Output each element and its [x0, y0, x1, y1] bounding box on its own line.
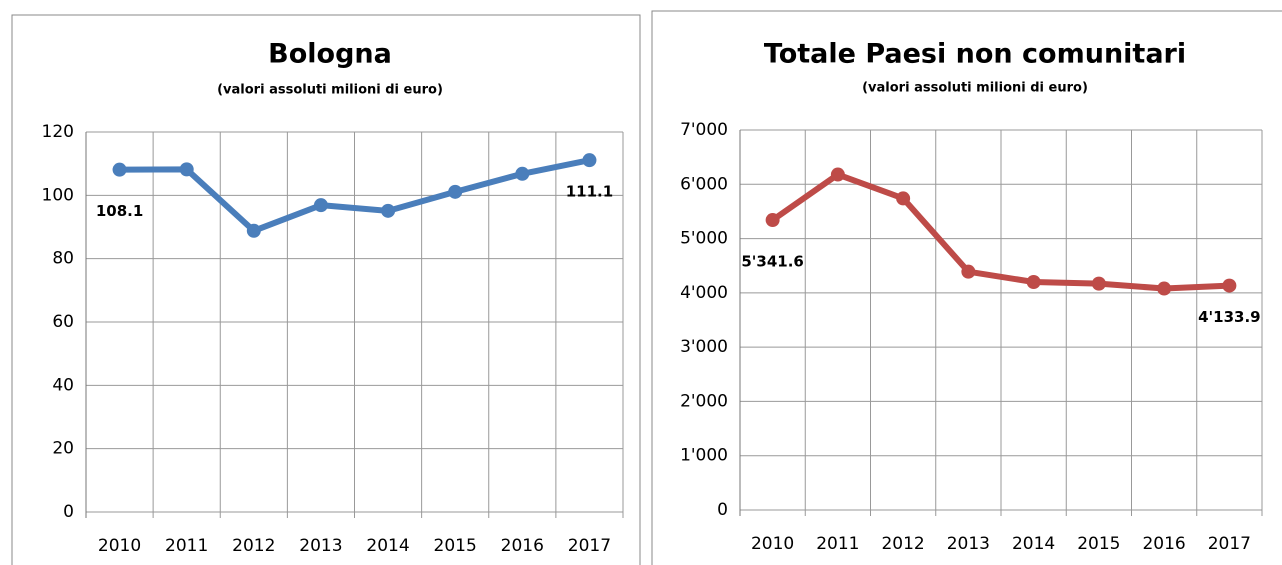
- y-tick-label: 1'000: [680, 446, 728, 466]
- data-point: [313, 198, 328, 213]
- data-point: [1026, 275, 1041, 289]
- panel-border: [651, 10, 1282, 565]
- x-tick-label: 2015: [1077, 534, 1120, 554]
- y-tick-label: 7'000: [680, 120, 728, 140]
- data-point: [112, 162, 127, 177]
- y-tick-label: 3'000: [680, 337, 728, 357]
- panel-border: [11, 14, 641, 565]
- series-line: [770, 171, 1230, 292]
- y-tick-label: 2'000: [680, 391, 728, 411]
- y-tick-label: 0: [717, 500, 728, 520]
- x-tick-label: 2015: [434, 536, 477, 556]
- x-tick-label: 2013: [299, 536, 342, 556]
- series-line: [119, 157, 591, 234]
- x-tick-label: 2010: [98, 536, 141, 556]
- chart-subtitle: (valori assoluti milioni di euro): [217, 83, 443, 98]
- data-point: [1222, 278, 1237, 293]
- y-tick-label: 6'000: [680, 174, 728, 194]
- data-point: [765, 213, 780, 228]
- data-point: [448, 184, 463, 199]
- data-point: [961, 264, 976, 279]
- data-point: [896, 191, 911, 206]
- y-tick-label: 60: [52, 312, 74, 332]
- data-point: [830, 167, 845, 182]
- y-tick-label: 120: [42, 122, 74, 142]
- data-point: [246, 223, 261, 238]
- x-tick-label: 2014: [366, 536, 409, 556]
- chart-title: Totale Paesi non comunitari: [764, 39, 1186, 70]
- data-point: [179, 162, 194, 177]
- chart-subtitle: (valori assoluti milioni di euro): [862, 81, 1088, 96]
- data-label: 108.1: [96, 202, 143, 220]
- x-tick-label: 2011: [816, 534, 859, 554]
- x-tick-label: 2011: [165, 536, 208, 556]
- x-tick-label: 2017: [568, 536, 611, 556]
- y-tick-label: 0: [63, 502, 74, 522]
- y-tick-label: 40: [52, 375, 74, 395]
- y-tick-label: 20: [52, 439, 74, 459]
- data-point: [1091, 276, 1106, 291]
- x-tick-label: 2012: [232, 536, 275, 556]
- x-tick-label: 2010: [751, 534, 794, 554]
- y-tick-label: 80: [52, 249, 74, 269]
- data-label: 5'341.6: [741, 253, 803, 271]
- x-tick-label: 2014: [1012, 534, 1055, 554]
- data-point: [381, 203, 396, 218]
- y-tick-label: 5'000: [680, 229, 728, 249]
- y-tick-label: 100: [42, 185, 74, 205]
- data-point: [1157, 281, 1172, 296]
- data-label: 4'133.9: [1198, 308, 1260, 326]
- x-tick-label: 2016: [501, 536, 544, 556]
- data-point: [582, 153, 597, 168]
- data-label: 111.1: [566, 183, 613, 201]
- x-tick-label: 2013: [947, 534, 990, 554]
- x-tick-label: 2016: [1142, 534, 1185, 554]
- x-tick-label: 2017: [1208, 534, 1251, 554]
- chart-title: Bologna: [268, 39, 392, 70]
- data-point: [515, 166, 530, 181]
- x-tick-label: 2012: [881, 534, 924, 554]
- y-tick-label: 4'000: [680, 283, 728, 303]
